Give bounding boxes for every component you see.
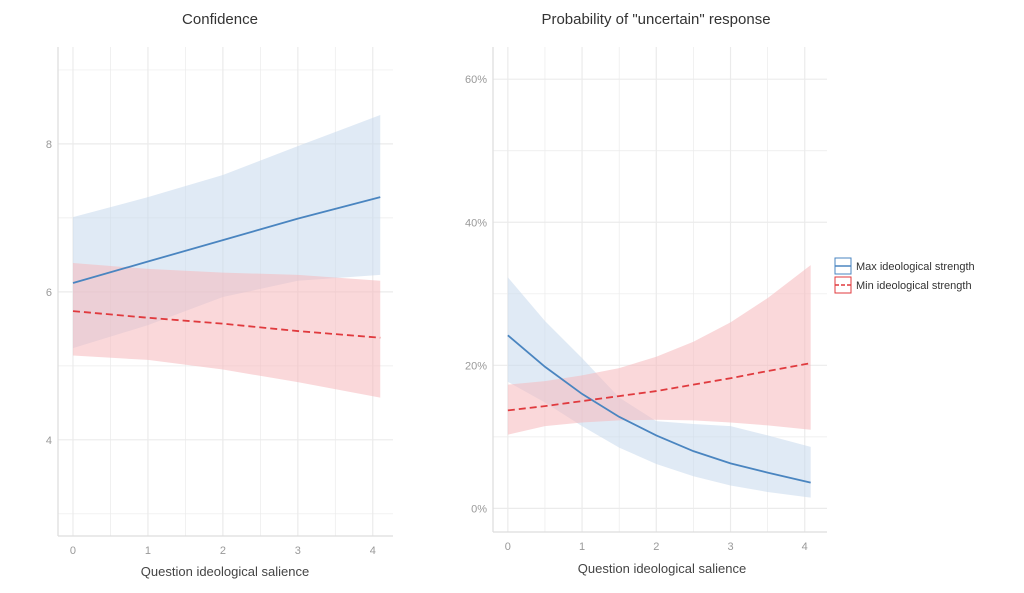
ribbon-min [72,263,381,398]
legend-label: Min ideological strength [856,280,972,292]
x-tick-label: 2 [653,541,659,553]
chart-title: Probability of "uncertain" response [541,11,770,28]
y-tick-label: 4 [46,435,52,447]
x-tick-label: 2 [220,545,226,557]
y-tick-label: 20% [465,360,487,372]
x-axis-label: Question ideological salience [578,561,746,576]
series-line-min [507,362,811,412]
legend-item-max: Max ideological strength [834,257,975,275]
y-tick-label: 0% [471,503,487,515]
x-tick-label: 0 [505,541,511,553]
confidence-panel: Confidence 0 1 2 3 4 4 6 8 Question ideological… [46,11,393,579]
x-tick-label: 4 [802,541,808,553]
series-line-min [72,310,381,339]
series-line-max [72,196,381,284]
ribbon-max [507,277,811,498]
legend-item-min: Min ideological strength [834,276,972,294]
x-tick-label: 1 [579,541,585,553]
x-tick-label: 3 [727,541,733,553]
ribbon-min [507,265,811,435]
legend: Max ideological strength Min ideological… [834,257,975,294]
x-tick-label: 1 [145,545,151,557]
legend-label: Max ideological strength [856,261,975,273]
chart-title: Confidence [182,11,258,28]
x-tick-label: 3 [295,545,301,557]
y-tick-label: 60% [465,74,487,86]
uncertain-probability-panel: Probability of "uncertain" response 0 1 2 3… [465,11,827,576]
y-tick-label: 40% [465,217,487,229]
x-axis-label: Question ideological salience [141,564,309,579]
x-tick-label: 0 [70,545,76,557]
series-line-max [507,334,811,484]
x-tick-label: 4 [370,545,376,557]
y-tick-label: 8 [46,139,52,151]
y-tick-label: 6 [46,287,52,299]
